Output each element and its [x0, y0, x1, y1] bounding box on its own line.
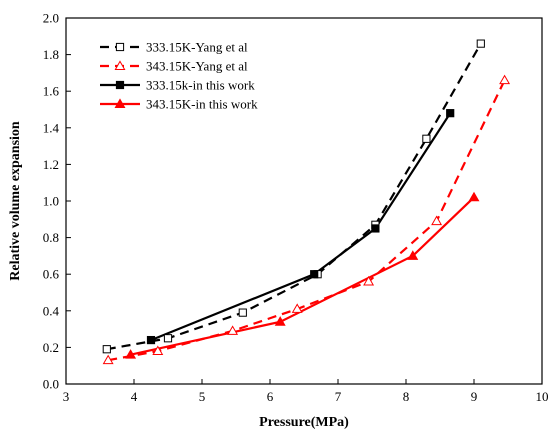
legend-marker: [115, 42, 125, 52]
x-tick-label: 3: [63, 389, 70, 404]
data-point: [431, 215, 443, 226]
legend: 333.15K-Yang et al 343.15K-Yang et al 333.…: [100, 40, 258, 112]
x-tick-label: 6: [267, 389, 274, 404]
series-markers: [102, 39, 511, 365]
series-line-2: [150, 112, 452, 342]
data-point: [446, 109, 455, 118]
y-tick-label: 1.0: [43, 194, 59, 209]
x-tick-label: 10: [536, 389, 549, 404]
y-tick-label: 0.4: [43, 303, 60, 318]
y-tick-label: 1.2: [43, 157, 59, 172]
data-point: [310, 270, 319, 279]
legend-marker: [114, 60, 126, 70]
legend-marker: [114, 98, 126, 108]
data-point: [102, 345, 111, 354]
x-axis-title: Pressure(MPa): [259, 415, 349, 430]
legend-label: 333.15K-Yang et al: [146, 40, 248, 55]
data-point: [163, 334, 173, 343]
legend-label: 333.15k-in this work: [146, 78, 255, 93]
legend-label: 343.15K-Yang et al: [146, 59, 248, 74]
data-point: [146, 335, 156, 345]
data-point: [499, 74, 511, 85]
y-axis-title: Relative volume expansion: [8, 121, 23, 281]
y-tick-label: 1.8: [43, 47, 59, 62]
x-tick-label: 7: [335, 389, 342, 404]
series-line-3: [130, 196, 475, 356]
x-tick-label: 8: [403, 389, 410, 404]
data-point: [422, 134, 431, 143]
y-tick-label: 0.2: [43, 340, 59, 355]
data-point: [102, 354, 114, 365]
y-tick-label: 1.6: [43, 84, 60, 99]
x-tick-label: 4: [131, 389, 138, 404]
data-point: [227, 325, 239, 335]
data-point: [152, 345, 164, 356]
y-tick-label: 1.4: [43, 120, 60, 135]
x-tick-label: 9: [471, 389, 478, 404]
legend-marker: [115, 80, 125, 90]
data-point: [468, 191, 480, 202]
x-tick-label: 5: [199, 389, 206, 404]
y-tick-label: 0.0: [43, 377, 59, 392]
y-tick-label: 0.6: [43, 267, 60, 282]
data-point: [125, 349, 137, 359]
data-point: [274, 316, 286, 326]
data-point: [407, 250, 419, 260]
y-tick-label: 0.8: [43, 230, 59, 245]
data-point: [476, 39, 485, 48]
legend-label: 343.15K-in this work: [146, 97, 258, 112]
data-point: [363, 275, 375, 286]
data-point: [291, 303, 303, 313]
data-point: [238, 308, 247, 317]
data-point: [371, 224, 380, 233]
y-tick-label: 2.0: [43, 11, 59, 26]
axis-ticks: 3 4 5 6 7 8 9 10 0.0 0.2 0.4 0.6 0.8 1.0 1.2 1.4 1.6 1.8 2…: [43, 11, 549, 405]
